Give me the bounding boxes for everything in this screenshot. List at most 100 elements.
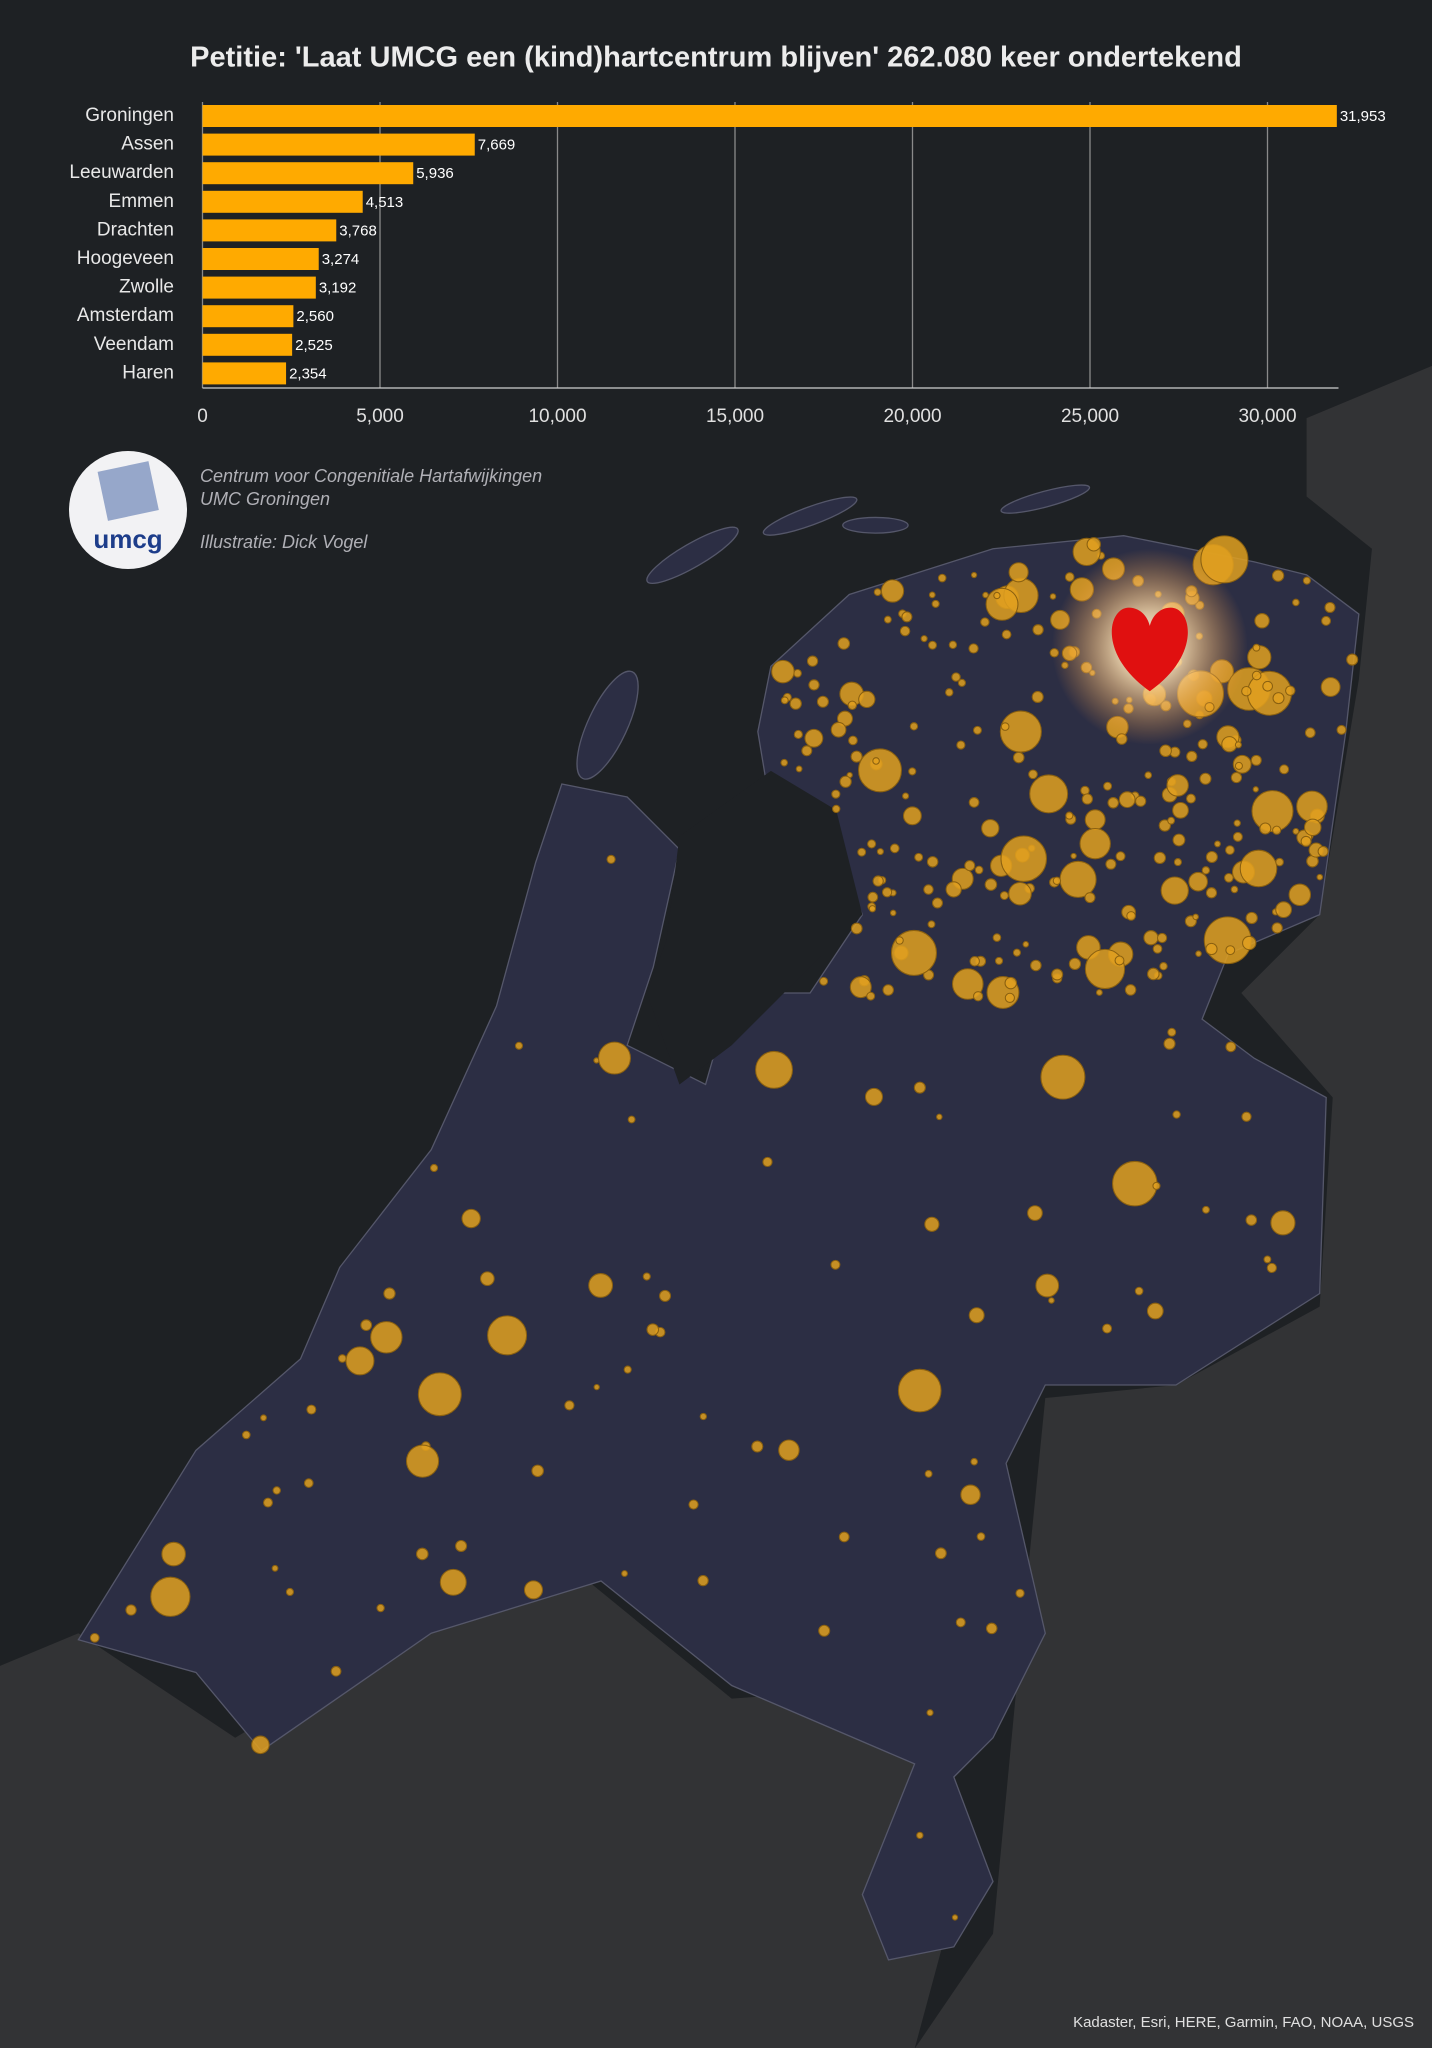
signature-dot: [1304, 727, 1316, 739]
signature-dot: [762, 1156, 773, 1168]
signature-dot: [1008, 562, 1029, 583]
signature-dot: [1081, 793, 1093, 805]
signature-dot: [793, 668, 802, 678]
signature-dot: [1134, 1286, 1144, 1296]
signature-dot: [951, 672, 961, 682]
signature-dot: [999, 710, 1042, 753]
signature-dot: [621, 1570, 628, 1577]
signature-dot: [1320, 677, 1341, 697]
x-tick-label: 25,000: [1061, 406, 1119, 427]
signature-dot: [688, 1499, 699, 1510]
signature-dot: [1013, 751, 1025, 764]
signature-dot: [1266, 1262, 1277, 1274]
signature-dot: [1152, 1181, 1161, 1190]
signature-dot: [1205, 850, 1218, 864]
signature-dot: [1321, 615, 1332, 626]
signature-dot: [1000, 835, 1047, 882]
signature-dot: [1144, 771, 1153, 779]
y-tick-label: Groningen: [85, 105, 174, 126]
logo-text: umcg: [93, 524, 162, 554]
signature-dot: [913, 1081, 926, 1094]
signature-dot: [480, 1271, 495, 1286]
signature-dot: [376, 1603, 385, 1613]
logo-graphic: [97, 461, 159, 521]
signature-dot: [926, 1709, 934, 1717]
value-label: 3,192: [319, 280, 357, 297]
bar: [202, 248, 319, 270]
signature-dot: [883, 615, 892, 624]
signature-dot: [808, 679, 820, 691]
signature-dot: [430, 1163, 439, 1173]
x-tick-label: 10,000: [528, 406, 586, 427]
signature-dot: [1012, 948, 1021, 957]
signature-dot: [937, 573, 947, 583]
signature-dot: [1252, 643, 1261, 652]
signature-dot: [1232, 831, 1243, 842]
signature-dot: [864, 1087, 884, 1106]
bar: [202, 219, 337, 242]
attribution: Kadaster, Esri, HERE, Garmin, FAO, NOAA,…: [1073, 2014, 1414, 2031]
signature-dot: [1105, 858, 1117, 870]
signature-dot: [1233, 819, 1241, 827]
y-tick-label: Veendam: [94, 334, 174, 355]
signature-dot: [1064, 572, 1075, 582]
signature-dot: [564, 1400, 575, 1411]
signature-dot: [964, 860, 976, 872]
signature-dot: [955, 1617, 966, 1628]
signature-dot: [1146, 1302, 1164, 1320]
signature-dot: [968, 1307, 985, 1324]
signature-dot: [928, 640, 937, 650]
signature-dot: [976, 1532, 986, 1541]
signature-dot: [1272, 825, 1282, 835]
signature-dot: [1152, 944, 1163, 954]
signature-dot: [1272, 692, 1285, 705]
signature-dot: [150, 1576, 191, 1617]
signature-dot: [345, 1346, 375, 1376]
signature-dot: [1192, 913, 1199, 921]
signature-dot: [1118, 791, 1136, 809]
y-tick-label: Hoogeveen: [77, 248, 174, 269]
signature-dot: [751, 1440, 764, 1453]
signature-dot: [1048, 1297, 1055, 1304]
signature-dot: [1254, 613, 1270, 629]
signature-dot: [271, 1564, 279, 1572]
signature-dot: [417, 1372, 462, 1417]
signature-dot: [1199, 772, 1212, 785]
belgium: [0, 1580, 967, 2048]
signature-dot: [789, 697, 802, 710]
signature-dot: [936, 1113, 943, 1121]
signature-dot: [1158, 819, 1171, 832]
signature-dot: [924, 1469, 933, 1478]
signature-dot: [1159, 962, 1168, 971]
signature-dot: [981, 819, 1000, 838]
signature-dot: [867, 891, 879, 903]
signature-dot: [360, 1319, 373, 1332]
signature-dot: [923, 884, 934, 895]
signature-dot: [857, 847, 867, 857]
signature-dot: [1172, 801, 1189, 819]
y-tick-label: Zwolle: [119, 277, 174, 298]
signature-dot: [303, 1478, 314, 1488]
signature-dot: [416, 1547, 429, 1561]
value-label: 2,525: [295, 337, 333, 354]
signature-dot: [973, 991, 984, 1002]
signature-dot: [850, 922, 863, 935]
signature-dot: [1004, 976, 1018, 990]
signature-dot: [780, 696, 789, 705]
value-label: 31,953: [1340, 108, 1386, 125]
signature-dot: [1059, 860, 1097, 898]
signature-dot: [951, 1914, 959, 1921]
signature-dot: [1004, 992, 1015, 1003]
signature-dot: [1224, 872, 1234, 883]
signature-dot: [1324, 601, 1336, 613]
signature-dot: [306, 1404, 317, 1415]
signature-dot: [1115, 851, 1126, 862]
signature-dot: [931, 897, 943, 909]
signature-dot: [982, 591, 989, 599]
value-label: 3,274: [322, 251, 360, 268]
credit: UMC Groningen: [200, 489, 330, 509]
signature-dot: [1035, 1273, 1060, 1298]
signature-dot: [1186, 750, 1198, 763]
